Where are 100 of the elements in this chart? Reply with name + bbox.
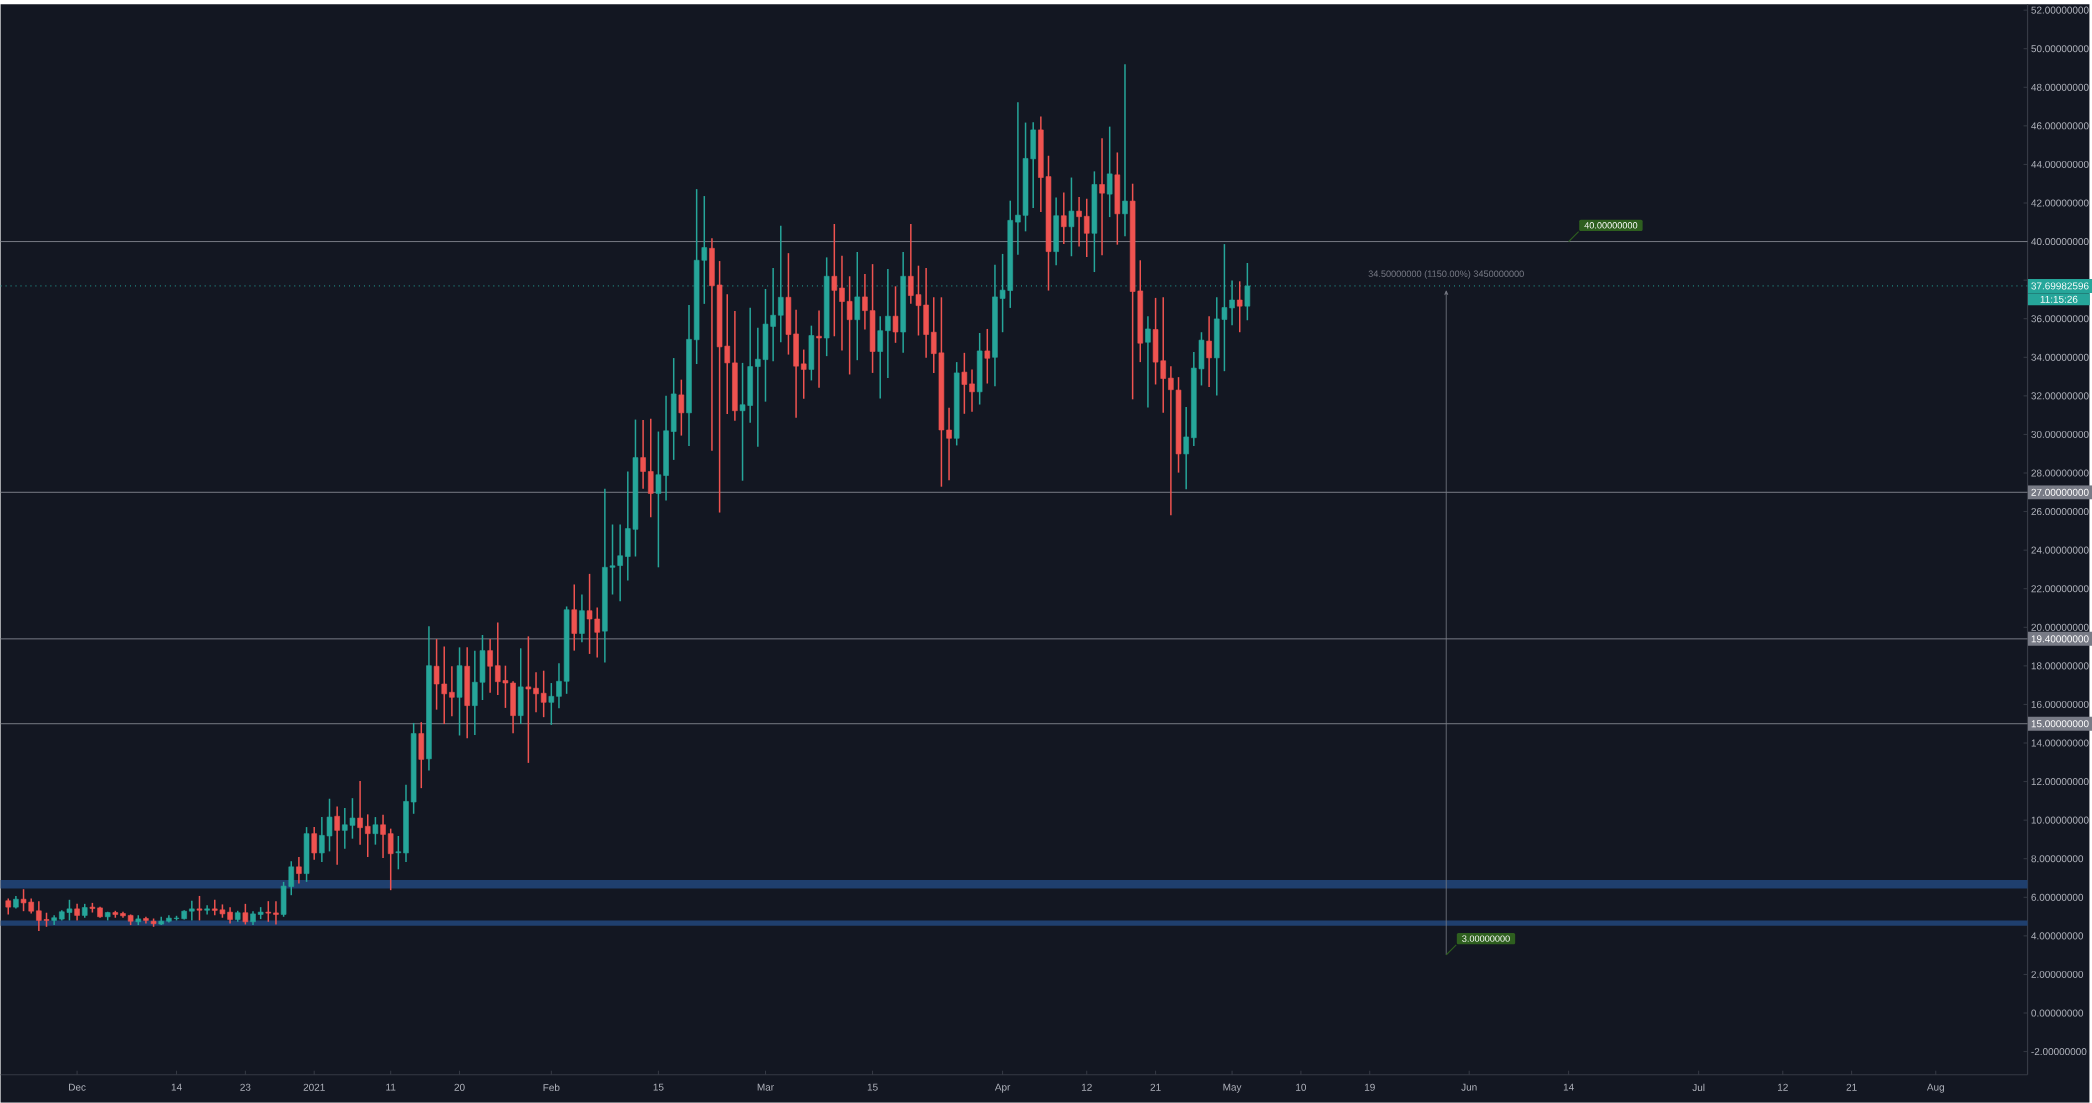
y-tick-label: 14.00000000 (2031, 739, 2089, 747)
candlestick (1068, 176, 1075, 258)
annotation: 3.00000000 (1462, 935, 1510, 943)
y-tick-label: 16.00000000 (2031, 701, 2089, 709)
candlestick (961, 352, 968, 415)
y-tick-label: 28.00000000 (2031, 469, 2089, 477)
x-tick-label: 23 (240, 1083, 251, 1091)
x-tick-label: Jul (1692, 1083, 1705, 1092)
candlestick (1106, 126, 1113, 218)
candlestick (1145, 315, 1151, 409)
candlestick (579, 593, 585, 644)
x-tick-label: 21 (1846, 1083, 1857, 1091)
y-tick-label: 10.00000000 (2031, 816, 2089, 824)
candlestick (678, 379, 685, 437)
y-tick-label: 6.00000000 (2031, 893, 2084, 901)
x-tick-label: 14 (171, 1083, 182, 1091)
candlestick (296, 856, 302, 885)
ref-line-label: 27.00000000 (2031, 488, 2089, 496)
candlestick (334, 805, 340, 866)
candlestick (892, 285, 899, 344)
x-tick-label: Aug (1926, 1083, 1944, 1093)
y-tick-label: 46.00000000 (2031, 122, 2089, 130)
x-tick-label: 15 (867, 1083, 878, 1091)
candlestick (648, 418, 654, 519)
x-tick-label: Mar (757, 1083, 774, 1091)
candlestick (1083, 198, 1090, 258)
candlestick (571, 583, 578, 652)
x-tick-label: 15 (653, 1083, 664, 1091)
y-tick-label: 22.00000000 (2031, 585, 2089, 593)
candlestick (839, 255, 845, 352)
annotation: 40.00000000 (1584, 222, 1638, 229)
y-tick-label: 48.00000000 (2031, 83, 2089, 91)
candlestick (1183, 406, 1189, 491)
candlestick (877, 315, 883, 400)
x-tick-label: 14 (1563, 1083, 1574, 1091)
candlestick (556, 662, 562, 710)
candlestick (372, 816, 379, 846)
candlestick (265, 900, 272, 923)
y-tick-label: 24.00000000 (2031, 546, 2089, 554)
x-tick-label: 12 (1081, 1083, 1092, 1091)
candlestick (800, 348, 807, 400)
x-tick-label: May (1223, 1083, 1242, 1093)
candlestick (189, 900, 195, 922)
y-tick-label: 52.00000000 (2031, 6, 2089, 14)
candlestick (357, 780, 363, 846)
candlestick (525, 635, 532, 764)
x-tick-label: Dec (69, 1083, 86, 1091)
candlestick (196, 895, 203, 922)
candlestick (540, 670, 547, 719)
candlestick (380, 814, 386, 859)
y-tick-label: 2.00000000 (2031, 971, 2084, 979)
y-tick-label: 18.00000000 (2031, 662, 2089, 670)
y-tick-label: 50.00000000 (2031, 45, 2089, 53)
x-tick-label: Feb (543, 1083, 560, 1092)
y-tick-label: 8.00000000 (2031, 855, 2084, 863)
y-tick-label: 20.00000000 (2031, 623, 2089, 631)
y-tick-label: 30.00000000 (2031, 431, 2089, 439)
annotation: 34.50000000 (1150.00%) 3450000000 (1368, 270, 1524, 279)
candlestick (969, 368, 975, 413)
x-tick-label: 19 (1364, 1083, 1375, 1091)
x-tick-label: 10 (1296, 1083, 1307, 1091)
candlestick (1122, 63, 1128, 238)
candlestick (548, 682, 555, 726)
text: 11:15:26 (2040, 295, 2078, 303)
candlestick (1076, 196, 1082, 248)
candlestick (1206, 315, 1212, 388)
y-tick-label: 12.00000000 (2031, 778, 2089, 786)
candlestick (487, 638, 493, 694)
y-tick-label: 36.00000000 (2031, 315, 2089, 323)
candlestick (533, 671, 539, 714)
y-tick-label: 4.00000000 (2031, 932, 2084, 940)
y-tick-label: 26.00000000 (2031, 508, 2089, 516)
x-tick-label: 21 (1150, 1083, 1161, 1091)
y-tick-label: 40.00000000 (2031, 238, 2089, 246)
candlestick (640, 419, 646, 490)
ref-line-label: 15.00000000 (2031, 720, 2089, 728)
candlestick (984, 328, 991, 385)
x-tick-label: 12 (1778, 1083, 1788, 1091)
y-tick-label: 32.00000000 (2031, 392, 2089, 400)
candlestick (1244, 262, 1251, 322)
x-tick-label: 20 (454, 1083, 465, 1091)
x-tick-label: Jun (1461, 1083, 1477, 1091)
y-tick-label: 44.00000000 (2031, 161, 2089, 169)
candlestick (311, 826, 317, 861)
candlestick (816, 310, 822, 389)
candlestick (449, 665, 455, 718)
candlestick (846, 275, 853, 376)
candlestick (365, 813, 371, 858)
candlestick (1236, 280, 1243, 334)
candlestick (242, 903, 249, 926)
x-tick-label: 11 (386, 1083, 396, 1091)
ref-line-label: 19.40000000 (2031, 635, 2089, 643)
x-tick-label: 2021 (303, 1083, 325, 1091)
candlestick (395, 835, 402, 871)
candlestick (273, 900, 279, 926)
y-tick-label: -2.00000000 (2031, 1048, 2087, 1056)
x-tick-label: Apr (994, 1083, 1011, 1093)
candlestick (1061, 191, 1067, 245)
candlestick (387, 828, 394, 892)
y-tick-label: 34.00000000 (2031, 353, 2089, 361)
